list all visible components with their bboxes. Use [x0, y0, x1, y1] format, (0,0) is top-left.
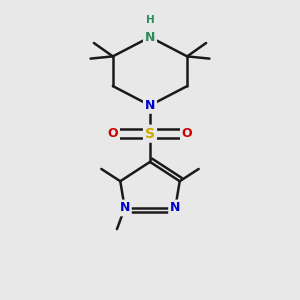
Text: N: N — [170, 202, 181, 214]
Text: O: O — [107, 127, 118, 140]
Text: H: H — [146, 15, 154, 25]
Text: N: N — [119, 202, 130, 214]
Text: N: N — [145, 31, 155, 44]
Text: N: N — [145, 99, 155, 112]
Text: S: S — [145, 127, 155, 141]
Text: O: O — [182, 127, 193, 140]
